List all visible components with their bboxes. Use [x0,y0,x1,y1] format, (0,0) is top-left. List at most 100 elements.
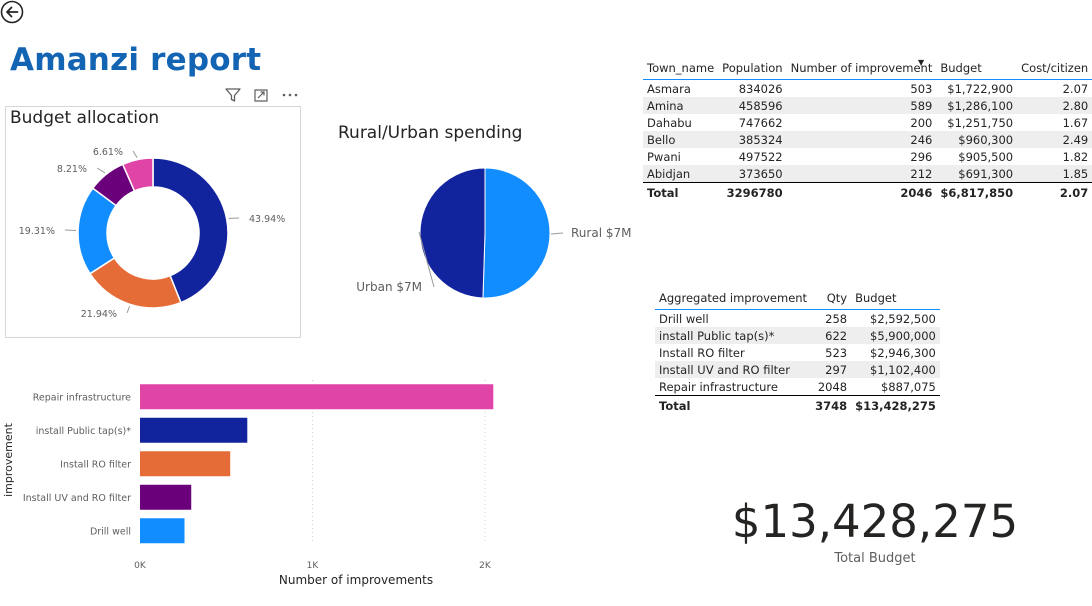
table-cell: 2048 [817,379,848,394]
bar-category-label: Install UV and RO filter [23,493,131,504]
table-cell: $905,500 [958,149,1014,164]
bar-mark[interactable] [140,518,185,544]
filter-icon[interactable] [224,86,242,104]
total-label: Total [643,182,719,202]
donut-leader-line [126,306,131,314]
bar-mark[interactable] [140,451,231,477]
table-cell: $2,592,500 [870,311,936,326]
table-cell: Pwani [647,149,681,164]
table-cell: $2,946,300 [870,345,936,360]
town-table-header: Town_name Population Number of improveme… [643,57,1092,80]
table-cell: 373650 [718,165,787,183]
report-title: Amanzi report [10,42,262,78]
col-population[interactable]: Population [718,57,787,80]
table-cell: Amina [643,97,719,114]
table-row[interactable]: Dahabu 747662 200 $1,251,750 1.67 [643,114,1092,131]
col-cost-per-citizen[interactable]: Cost/citizen [1017,57,1092,80]
bar-x-tick-label: 2K [479,561,492,571]
bar-x-axis-title: Number of improvements [279,573,433,587]
bar-mark[interactable] [140,417,248,443]
table-cell: 246 [786,131,937,148]
table-cell: 523 [825,345,848,360]
total-budget-value: $13,428,275 [731,495,1019,548]
table-cell: install Public tap(s)* [655,327,812,344]
donut-leader-line [132,150,138,158]
table-cell: 296 [910,149,933,164]
table-row[interactable]: Asmara 834026 503 $1,722,900 2.07 [643,80,1092,98]
donut-slice[interactable] [121,157,154,192]
table-cell: 834026 [738,81,783,96]
table-row[interactable]: Repair infrastructure 2048 $887,075 [655,378,940,396]
table-cell: $1,722,900 [947,81,1014,96]
town-table[interactable]: Town_name Population Number of improveme… [643,57,1092,202]
total-budget: $13,428,275 [851,395,940,415]
pie-data-label: Urban $7M [356,280,422,294]
table-cell: $691,300 [936,165,1018,183]
table-cell: 2.49 [1017,131,1092,148]
donut-slice[interactable] [152,157,229,304]
bar-x-tick-label: 0K [134,561,147,571]
pie-slice[interactable] [419,167,486,299]
table-row[interactable]: Pwani 497522 296 $905,500 1.82 [643,148,1092,165]
donut-data-label: 19.31% [19,226,55,237]
budget-allocation-donut-chart[interactable]: 43.94% 21.94% 19.31% 8.21% 6.61% [5,130,301,336]
col-budget[interactable]: Budget [851,287,940,310]
table-cell: Asmara [647,81,691,96]
table-cell: 589 [786,97,937,114]
back-arrow-icon[interactable] [0,0,26,26]
table-row[interactable]: Install RO filter 523 $2,946,300 [655,344,940,361]
col-budget[interactable]: Budget [936,57,1018,80]
table-cell: 458596 [718,97,787,114]
rural-urban-pie-chart[interactable]: Rural $7M Urban $7M [340,150,650,320]
budget-allocation-card[interactable] [5,106,301,338]
table-row[interactable]: Drill well 258 $2,592,500 [655,310,940,328]
table-cell: $960,300 [936,131,1018,148]
table-cell: $1,102,400 [851,361,940,378]
table-row[interactable]: Amina 458596 589 $1,286,100 2.80 [643,97,1092,114]
table-cell: Abidjan [643,165,719,183]
table-row[interactable]: Bello 385324 246 $960,300 2.49 [643,131,1092,148]
donut-data-label: 21.94% [81,309,117,320]
table-cell: 258 [825,311,848,326]
col-number-of-improvement[interactable]: Number of improvement [786,57,937,80]
bar-mark[interactable] [140,384,494,410]
table-row[interactable]: Install UV and RO filter 297 $1,102,400 [655,361,940,378]
table-row[interactable]: install Public tap(s)* 622 $5,900,000 [655,327,940,344]
aggregated-improvement-table[interactable]: Aggregated improvement Qty Budget Drill … [655,287,940,415]
more-options-icon[interactable] [281,86,299,104]
total-cost-per-citizen: 2.07 [1017,182,1092,202]
table-cell: 2.80 [1017,97,1092,114]
table-cell: 1.67 [1062,115,1089,130]
col-town-name[interactable]: Town_name [643,57,719,80]
focus-mode-icon[interactable] [252,86,270,104]
table-row[interactable]: Abidjan 373650 212 $691,300 1.85 [643,165,1092,183]
total-budget: $6,817,850 [936,182,1018,202]
table-cell: $5,900,000 [851,327,940,344]
table-cell: Bello [643,131,719,148]
col-qty[interactable]: Qty [811,287,852,310]
table-cell: 747662 [738,115,783,130]
table-cell: 1.85 [1017,165,1092,183]
pie-data-label: Rural $7M [571,226,631,240]
donut-data-label: 8.21% [57,164,87,175]
table-cell: 1.82 [1062,149,1089,164]
total-qty: 3748 [811,395,852,415]
bar-mark[interactable] [140,484,192,510]
improvements-bar-chart[interactable]: 0K 1K 2K Repair infrastructure install Publi… [0,372,520,594]
total-label: Total [655,395,812,415]
bar-category-label: Drill well [90,526,131,537]
col-aggregated-improvement[interactable]: Aggregated improvement [655,287,812,310]
total-budget-label: Total Budget [834,551,916,566]
rural-urban-title: Rural/Urban spending [338,123,523,143]
table-cell: 212 [786,165,937,183]
pie-leader-line [550,232,564,235]
table-cell: 2.07 [1062,81,1089,96]
donut-data-label: 6.61% [93,147,123,158]
table-cell: $1,286,100 [936,97,1018,114]
pie-slice[interactable] [482,167,551,299]
agg-table-header: Aggregated improvement Qty Budget [655,287,940,310]
table-cell: 497522 [738,149,783,164]
table-cell: Install UV and RO filter [655,361,812,378]
donut-leader-line [96,167,106,174]
table-cell: Dahabu [647,115,692,130]
